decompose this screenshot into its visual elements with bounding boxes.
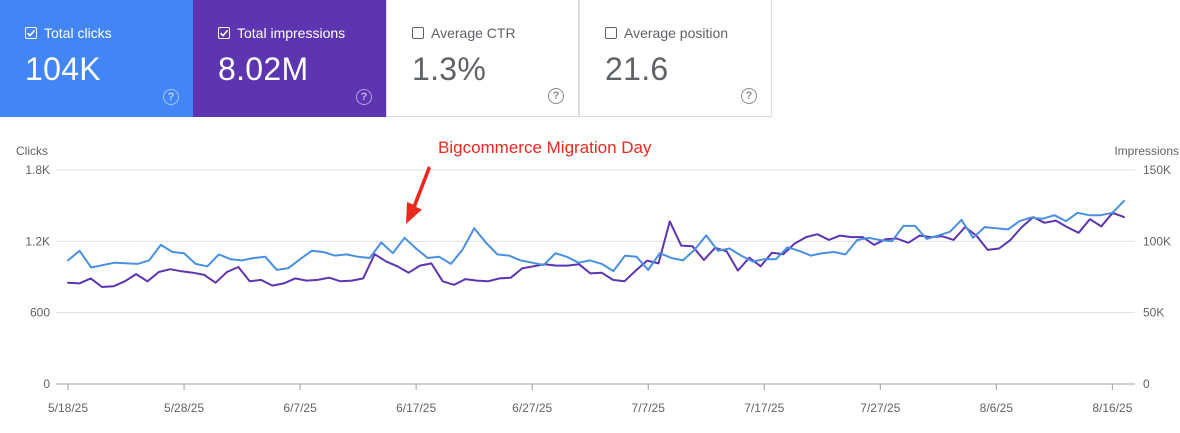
- x-tick-label: 8/16/25: [1092, 401, 1132, 415]
- average-ctr-label: Average CTR: [431, 25, 516, 41]
- left-tick-label: 1.8K: [25, 163, 50, 177]
- x-tick-label: 6/27/25: [512, 401, 552, 415]
- checkbox-icon[interactable]: [605, 27, 617, 39]
- total-clicks-value: 104K: [25, 51, 101, 87]
- average-position-card[interactable]: Average position 21.6 ?: [579, 0, 772, 117]
- total-impressions-label: Total impressions: [237, 25, 346, 41]
- x-tick-label: 7/17/25: [744, 401, 784, 415]
- help-circle-icon[interactable]: ?: [741, 88, 757, 104]
- left-axis-label: Clicks: [16, 144, 48, 158]
- clicks-series-line: [67, 199, 1125, 273]
- x-tick-label: 7/7/25: [632, 401, 666, 415]
- checkbox-icon[interactable]: [218, 27, 230, 39]
- help-circle-icon[interactable]: ?: [163, 89, 179, 105]
- chart-series: [67, 199, 1125, 288]
- left-tick-label: 0: [43, 377, 50, 391]
- arrow-down-icon: [406, 166, 431, 224]
- x-axis-ticks: 5/18/25 5/28/25 6/7/25 6/17/25 6/27/25 7/7/25…: [48, 384, 1133, 415]
- annotation-text: Bigcommerce Migration Day: [438, 138, 652, 157]
- right-axis-label: Impressions: [1114, 144, 1179, 158]
- help-circle-icon[interactable]: ?: [356, 89, 372, 105]
- metric-cards: Total clicks 104K ? Total impressions 8.…: [0, 0, 774, 117]
- chart-gridlines: [56, 169, 1135, 385]
- x-tick-label: 7/27/25: [860, 401, 900, 415]
- x-tick-label: 5/18/25: [48, 401, 88, 415]
- right-tick-label: 150K: [1143, 163, 1171, 177]
- left-tick-label: 600: [30, 306, 50, 320]
- average-ctr-value: 1.3%: [412, 51, 487, 87]
- x-tick-label: 5/28/25: [164, 401, 204, 415]
- checkbox-icon[interactable]: [25, 27, 37, 39]
- total-impressions-card[interactable]: Total impressions 8.02M ?: [193, 0, 386, 117]
- average-ctr-toggle[interactable]: Average CTR: [412, 25, 516, 41]
- impressions-series-line: [67, 211, 1125, 288]
- help-circle-icon[interactable]: ?: [548, 88, 564, 104]
- average-position-label: Average position: [624, 25, 729, 41]
- left-tick-label: 1.2K: [25, 234, 50, 248]
- right-tick-label: 100K: [1143, 234, 1171, 248]
- average-ctr-card[interactable]: Average CTR 1.3% ?: [386, 0, 579, 117]
- average-position-value: 21.6: [605, 51, 669, 87]
- checkbox-icon[interactable]: [412, 27, 424, 39]
- total-impressions-toggle[interactable]: Total impressions: [218, 25, 345, 41]
- total-clicks-toggle[interactable]: Total clicks: [25, 25, 112, 41]
- x-tick-label: 8/6/25: [980, 401, 1014, 415]
- right-tick-label: 0: [1143, 377, 1150, 391]
- total-clicks-label: Total clicks: [44, 25, 112, 41]
- right-axis-ticks: 0 50K 100K 150K: [1143, 163, 1171, 391]
- total-impressions-value: 8.02M: [218, 51, 309, 87]
- total-clicks-card[interactable]: Total clicks 104K ?: [0, 0, 193, 117]
- right-tick-label: 50K: [1143, 306, 1164, 320]
- x-tick-label: 6/17/25: [396, 401, 436, 415]
- left-axis-ticks: 0 600 1.2K 1.8K: [25, 163, 50, 391]
- average-position-toggle[interactable]: Average position: [605, 25, 728, 41]
- x-tick-label: 6/7/25: [283, 401, 317, 415]
